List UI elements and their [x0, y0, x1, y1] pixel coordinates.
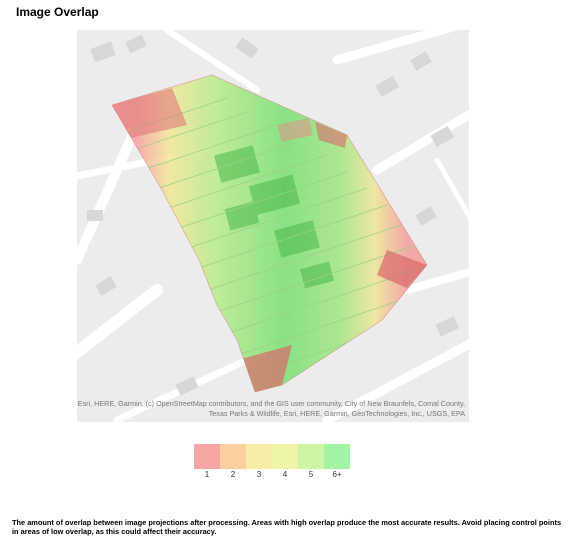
map-attribution: Esri, HERE, Garmin, (c) OpenStreetMap co…	[77, 399, 465, 418]
legend-swatch	[194, 444, 220, 469]
overlap-description: The amount of overlap between image proj…	[12, 518, 562, 536]
legend-swatch	[220, 444, 246, 469]
legend-swatch	[298, 444, 324, 469]
legend-swatch	[246, 444, 272, 469]
legend-item-5: 5	[298, 444, 324, 479]
legend-label: 6+	[332, 470, 342, 479]
overlap-legend: 1 2 3 4 5 6+	[194, 444, 350, 479]
legend-item-2: 2	[220, 444, 246, 479]
legend-label: 2	[230, 470, 236, 479]
legend-item-4: 4	[272, 444, 298, 479]
panel-title: Image Overlap	[16, 5, 99, 19]
legend-label: 5	[308, 470, 314, 479]
map-canvas	[77, 30, 469, 422]
legend-label: 3	[256, 470, 262, 479]
legend-item-1: 1	[194, 444, 220, 479]
overlap-map[interactable]: Esri, HERE, Garmin, (c) OpenStreetMap co…	[77, 30, 469, 422]
legend-swatch	[324, 444, 350, 469]
legend-item-6-plus: 6+	[324, 444, 350, 479]
legend-swatch	[272, 444, 298, 469]
legend-item-3: 3	[246, 444, 272, 479]
legend-label: 1	[204, 470, 210, 479]
base-map-roads	[77, 30, 469, 422]
legend-label: 4	[282, 470, 288, 479]
base-map-buildings	[87, 34, 460, 396]
overlap-footprint	[112, 75, 427, 392]
